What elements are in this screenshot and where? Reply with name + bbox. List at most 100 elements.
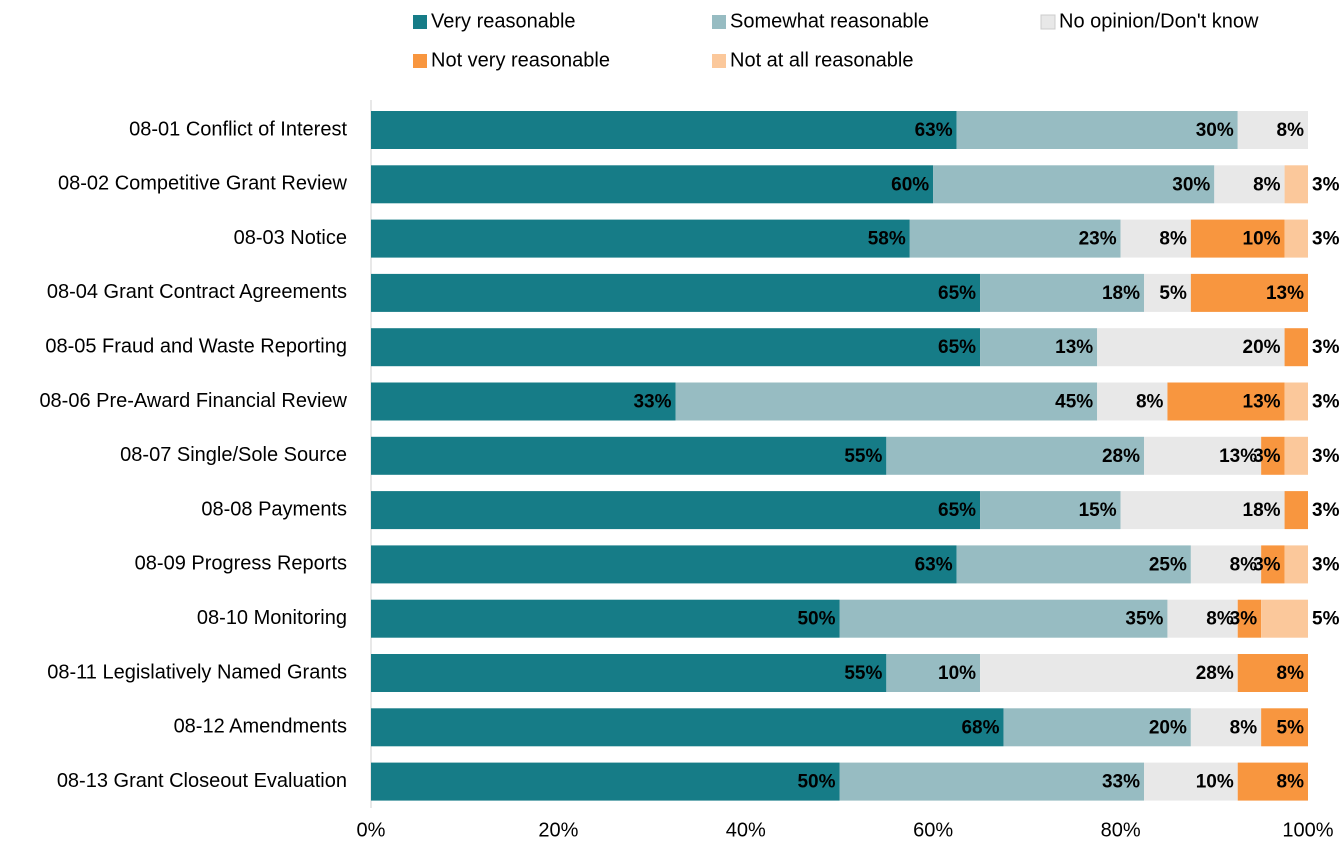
bar-segment	[1284, 545, 1308, 584]
bar-segment	[956, 545, 1191, 584]
value-label: 18%	[1243, 500, 1281, 521]
legend-label: No opinion/Don't know	[1059, 10, 1259, 32]
value-label: 28%	[1102, 446, 1140, 467]
value-label: 65%	[938, 500, 976, 521]
bar-segment	[886, 654, 981, 692]
value-label: 5%	[1277, 717, 1305, 738]
x-tick-label: 20%	[538, 819, 578, 841]
value-label: 13%	[1243, 392, 1281, 413]
value-label: 10%	[1196, 772, 1234, 793]
value-label: 20%	[1149, 717, 1187, 738]
bar-segment	[1237, 762, 1308, 801]
bar-segment	[1284, 165, 1308, 204]
bar-segment	[1261, 708, 1308, 747]
category-label: 08-09 Progress Reports	[135, 553, 347, 575]
x-tick-label: 100%	[1282, 819, 1333, 841]
bar-segment	[980, 273, 1145, 312]
legend-swatch	[413, 15, 427, 29]
value-label: 8%	[1277, 772, 1305, 793]
value-label: 8%	[1206, 609, 1234, 630]
bar-segment	[371, 111, 957, 149]
legend-swatch	[413, 54, 427, 68]
bar-segment	[839, 762, 1145, 801]
bar-segment	[1190, 545, 1262, 584]
bar-segment	[371, 762, 840, 801]
value-label: 15%	[1079, 500, 1117, 521]
value-label: 50%	[797, 609, 835, 630]
category-label: 08-13 Grant Closeout Evaluation	[57, 770, 347, 792]
value-label: 33%	[1102, 772, 1140, 793]
bar-segment	[1284, 219, 1308, 258]
value-label: 8%	[1136, 392, 1164, 413]
legend-label: Not at all reasonable	[730, 49, 913, 71]
legend-swatch	[712, 54, 726, 68]
value-label: 23%	[1079, 229, 1117, 250]
value-label: 58%	[868, 229, 906, 250]
bar-segment	[1190, 273, 1308, 312]
bar-segment	[371, 491, 981, 530]
category-label: 08-10 Monitoring	[197, 607, 347, 629]
bar-segment	[1190, 708, 1262, 747]
value-label: 3%	[1312, 337, 1340, 358]
value-label: 20%	[1243, 337, 1281, 358]
value-label: 3%	[1312, 554, 1340, 575]
value-label: 3%	[1230, 609, 1258, 630]
bar-segment	[371, 382, 676, 421]
value-label: 63%	[915, 554, 953, 575]
value-label: 55%	[844, 663, 882, 684]
bar-segment	[1261, 599, 1308, 638]
bar-segment	[1284, 436, 1308, 475]
bar-segment	[1237, 654, 1308, 692]
value-label: 13%	[1219, 446, 1257, 467]
bar-segment	[980, 654, 1238, 692]
bar-segment	[1190, 219, 1285, 258]
category-label: 08-03 Notice	[234, 227, 347, 249]
value-label: 65%	[938, 337, 976, 358]
legend-swatch	[712, 15, 726, 29]
x-tick-label: 80%	[1101, 819, 1141, 841]
bar-segment	[980, 491, 1121, 530]
value-label: 8%	[1277, 120, 1305, 141]
value-label: 3%	[1253, 446, 1281, 467]
category-label: 08-07 Single/Sole Source	[120, 444, 347, 466]
bar-segment	[909, 219, 1121, 258]
value-label: 3%	[1312, 229, 1340, 250]
value-label: 3%	[1312, 500, 1340, 521]
bar-segment	[371, 273, 981, 312]
category-label: 08-06 Pre-Award Financial Review	[39, 390, 347, 412]
x-tick-label: 40%	[726, 819, 766, 841]
value-label: 28%	[1196, 663, 1234, 684]
x-tick-label: 60%	[913, 819, 953, 841]
bar-segment	[1237, 599, 1262, 638]
category-label: 08-04 Grant Contract Agreements	[47, 281, 347, 303]
value-label: 60%	[891, 174, 929, 195]
category-label: 08-08 Payments	[201, 498, 347, 520]
bar-segment	[1144, 436, 1262, 475]
bar-segment	[1284, 382, 1308, 421]
value-label: 8%	[1159, 229, 1187, 250]
bar-segment	[371, 436, 887, 475]
bar-segment	[839, 599, 1168, 638]
bar-segment	[1167, 382, 1285, 421]
value-label: 13%	[1055, 337, 1093, 358]
value-label: 8%	[1253, 174, 1281, 195]
legend-label: Very reasonable	[431, 10, 576, 32]
value-label: 25%	[1149, 554, 1187, 575]
value-label: 18%	[1102, 283, 1140, 304]
value-label: 30%	[1196, 120, 1234, 141]
category-label: 08-05 Fraud and Waste Reporting	[45, 335, 347, 357]
value-label: 45%	[1055, 392, 1093, 413]
x-tick-label: 0%	[357, 819, 386, 841]
value-label: 3%	[1312, 392, 1340, 413]
value-label: 8%	[1230, 554, 1258, 575]
bar-segment	[675, 382, 1098, 421]
value-label: 8%	[1277, 663, 1305, 684]
bar-segment	[980, 328, 1098, 367]
value-label: 3%	[1253, 554, 1281, 575]
value-label: 3%	[1312, 446, 1340, 467]
bar-segment	[371, 654, 887, 692]
bar-segment	[1284, 328, 1308, 367]
value-label: 5%	[1312, 609, 1340, 630]
category-label: 08-02 Competitive Grant Review	[58, 173, 348, 195]
